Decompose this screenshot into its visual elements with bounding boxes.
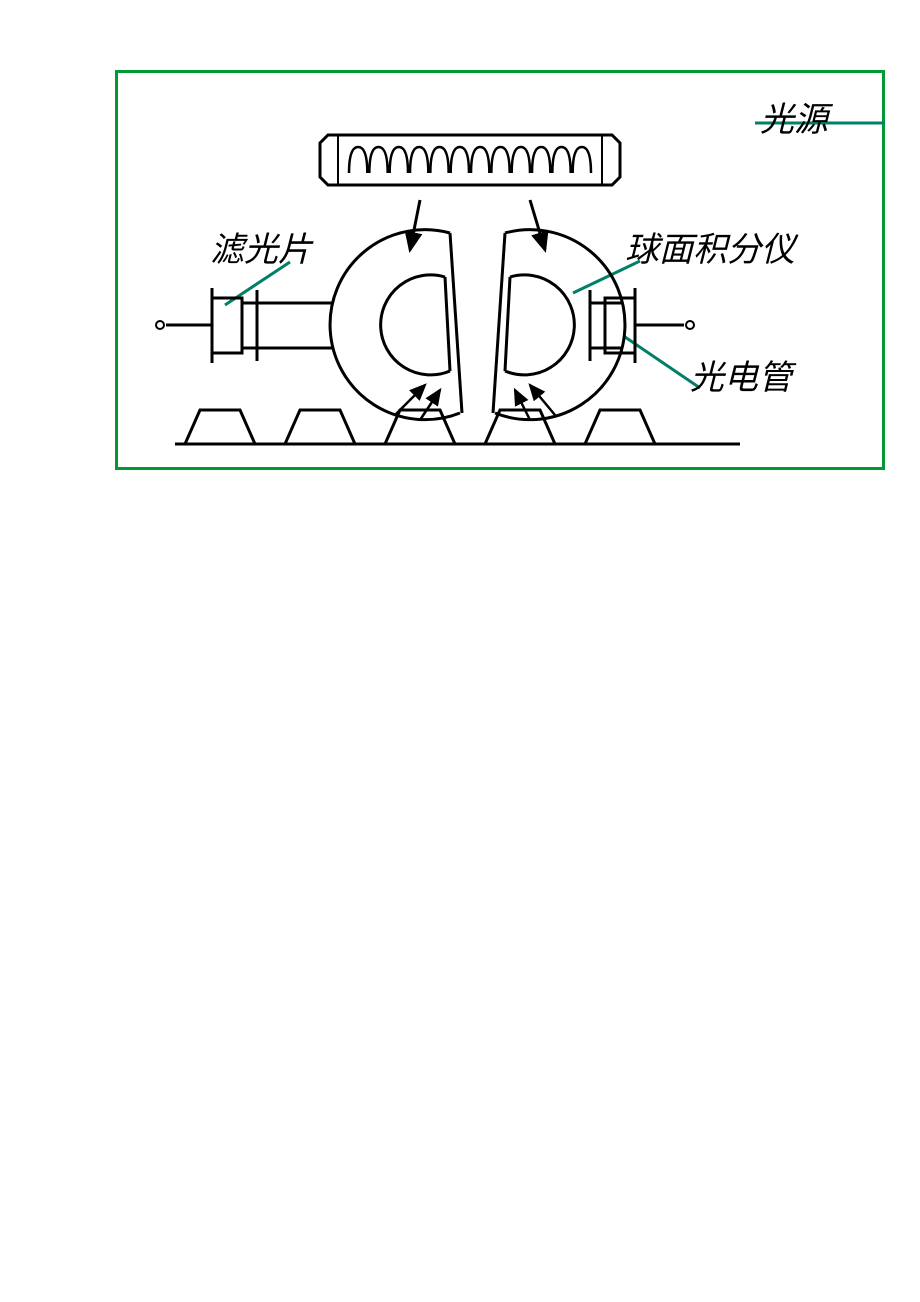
diagram-svg — [0, 0, 920, 1302]
label-integrating-sphere: 球面积分仪 — [625, 222, 795, 271]
label-filter: 滤光片 — [210, 222, 312, 271]
label-phototube: 光电管 — [690, 350, 792, 399]
label-light-source: 光源 — [760, 92, 828, 141]
